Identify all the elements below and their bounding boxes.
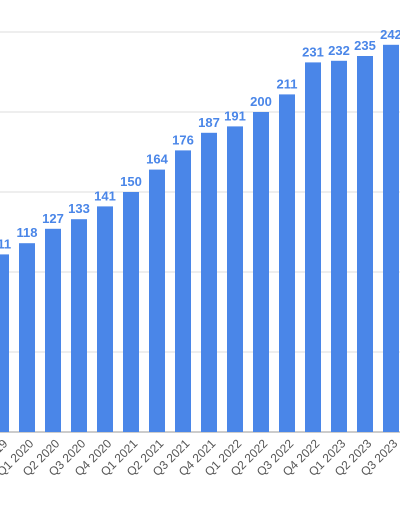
value-label: 235 <box>354 38 376 53</box>
value-label: 211 <box>277 76 298 91</box>
bar <box>71 219 87 432</box>
bar <box>227 126 243 433</box>
value-label: 141 <box>94 188 116 203</box>
value-label: 242 <box>380 27 400 42</box>
value-label: 111 <box>0 236 11 251</box>
bar <box>123 192 139 432</box>
bar <box>279 94 295 433</box>
bar <box>19 243 35 432</box>
value-label: 176 <box>172 132 194 147</box>
value-label: 191 <box>224 108 246 123</box>
bar <box>97 206 113 432</box>
value-label: 232 <box>328 43 350 58</box>
value-label: 127 <box>42 211 64 226</box>
value-label: 164 <box>146 152 168 167</box>
bar <box>0 254 9 432</box>
bar <box>45 228 61 432</box>
bar <box>149 169 165 432</box>
bar <box>383 44 399 433</box>
value-label: 118 <box>17 225 38 240</box>
bar <box>175 150 191 432</box>
value-label: 150 <box>120 174 142 189</box>
value-label: 200 <box>250 94 272 109</box>
bar <box>201 132 217 433</box>
bar <box>357 56 373 432</box>
bar <box>253 112 269 432</box>
value-label: 133 <box>68 201 90 216</box>
bar <box>331 60 347 433</box>
value-label: 187 <box>198 115 220 130</box>
bar <box>305 62 321 433</box>
value-label: 231 <box>302 44 324 59</box>
